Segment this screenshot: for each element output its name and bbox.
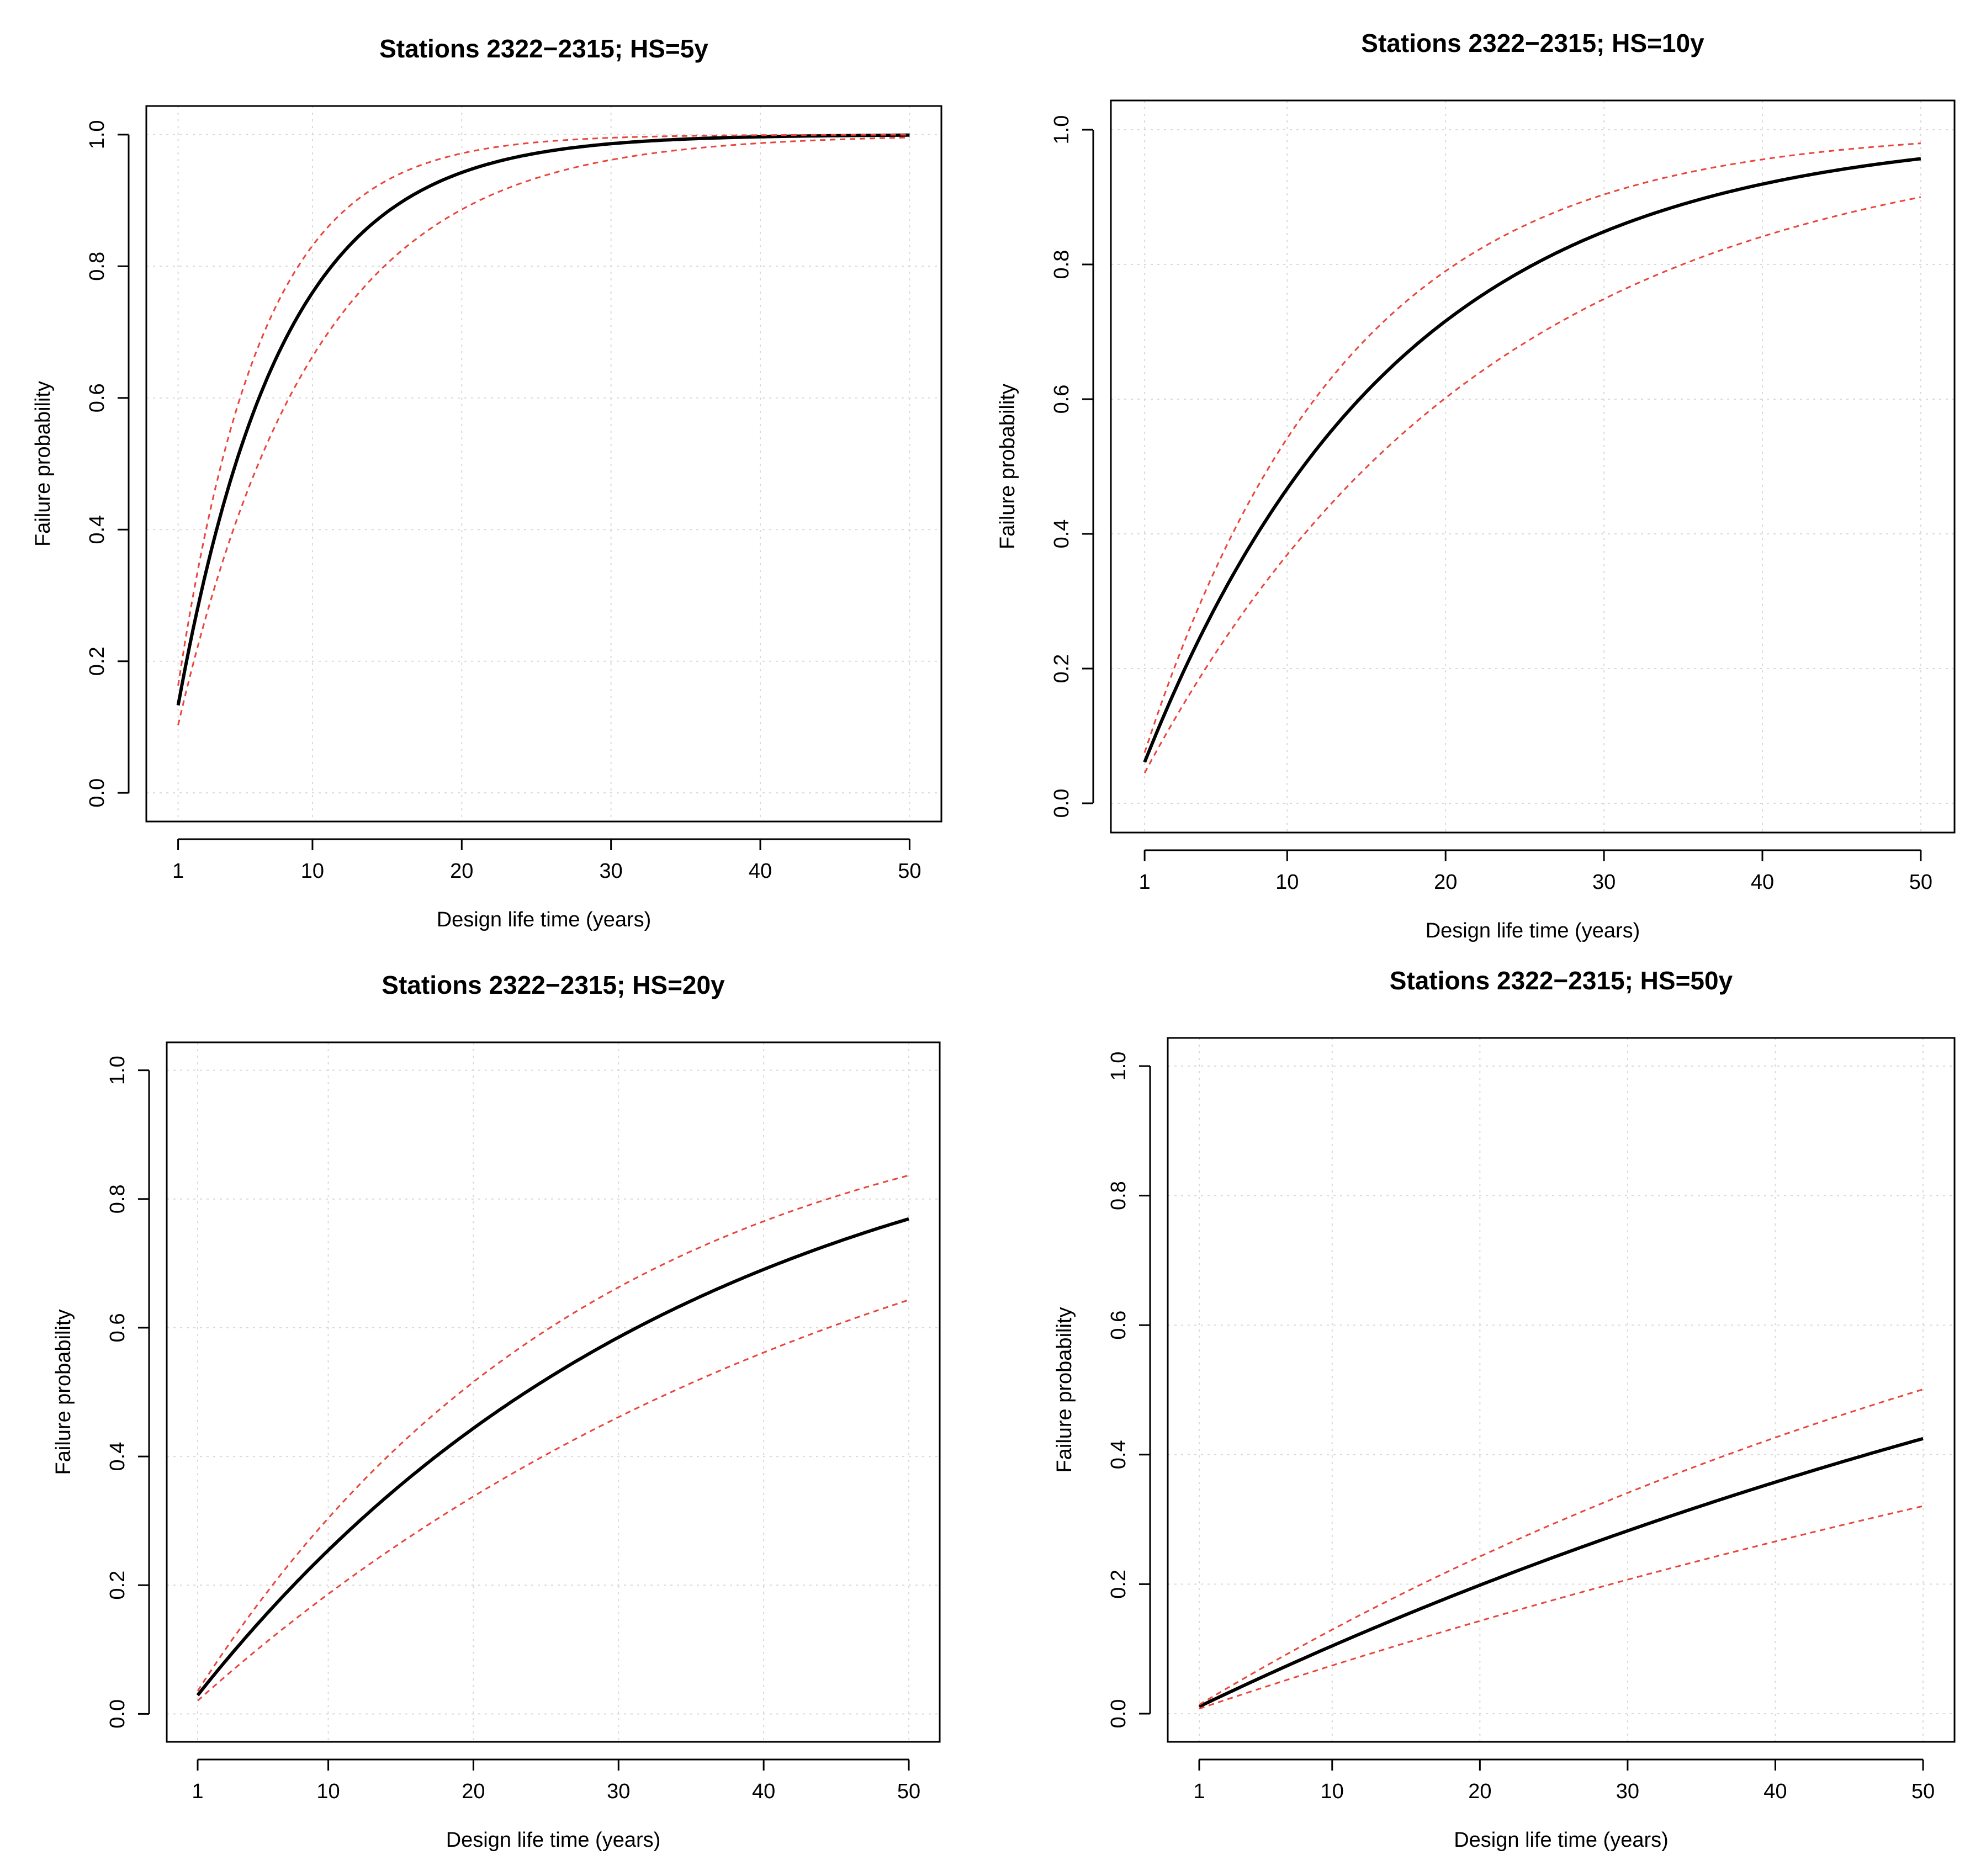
x-tick-label: 1 <box>172 860 184 883</box>
y-tick-label: 0.2 <box>1107 1570 1130 1599</box>
upper-bound-curve <box>1143 142 1921 753</box>
estimate-curve <box>1198 1437 1924 1708</box>
estimate-curve <box>176 133 910 706</box>
x-tick-label: 50 <box>1911 1780 1935 1803</box>
y-tick-label: 0.6 <box>106 1313 129 1343</box>
x-tick-label: 40 <box>749 860 772 883</box>
chart-title: Stations 2322−2315; HS=50y <box>1390 966 1733 995</box>
y-tick-label: 0.6 <box>1107 1311 1130 1340</box>
x-tick-label: 30 <box>1616 1780 1639 1803</box>
chart-panel-1: 1 10 20 30 40 50 0.0 0.2 0.4 0.6 0.8 1.0 Stations 23… <box>31 34 942 931</box>
x-tick-label: 10 <box>316 1780 340 1803</box>
y-tick-label: 1.0 <box>106 1056 129 1085</box>
y-tick-label: 0.4 <box>106 1442 129 1471</box>
y-tick-label: 0.2 <box>86 646 109 676</box>
x-tick-label: 1 <box>1139 871 1151 894</box>
y-tick-label: 0.8 <box>1050 250 1073 279</box>
x-tick-label: 50 <box>898 860 921 883</box>
y-tick-label: 0.0 <box>1107 1699 1130 1729</box>
x-tick-label: 1 <box>1193 1780 1205 1803</box>
y-tick-label: 0.0 <box>1050 789 1073 818</box>
x-tick-label: 10 <box>1275 871 1299 894</box>
plot-frame <box>1110 99 1956 834</box>
y-tick-label: 0.4 <box>1107 1440 1130 1469</box>
lower-bound-curve <box>197 1299 909 1702</box>
chart-title: Stations 2322−2315; HS=10y <box>1361 29 1704 57</box>
x-tick-label: 20 <box>1434 871 1457 894</box>
x-axis-label: Design life time (years) <box>1454 1829 1669 1852</box>
y-axis-label: Failure probability <box>996 384 1019 549</box>
x-axis-label: Design life time (years) <box>437 908 652 931</box>
y-tick-label: 0.4 <box>1050 520 1073 549</box>
y-axis-label: Failure probability <box>1053 1307 1076 1473</box>
y-axis-label: Failure probability <box>52 1310 75 1475</box>
y-tick-label: 0.8 <box>86 252 109 281</box>
x-tick-label: 20 <box>450 860 473 883</box>
lower-bound-curve <box>1199 1505 1924 1710</box>
chart-panel-3: 1 10 20 30 40 50 0.0 0.2 0.4 0.6 0.8 1.0 Stations 23… <box>52 971 941 1852</box>
y-tick-label: 0.0 <box>86 778 109 808</box>
y-tick-label: 0.2 <box>1050 654 1073 683</box>
y-axis-label: Failure probability <box>31 381 55 547</box>
y-tick-label: 0.0 <box>106 1699 129 1729</box>
estimate-curve <box>1143 157 1921 763</box>
y-tick-label: 0.2 <box>106 1571 129 1600</box>
chart-panel-2: 1 10 20 30 40 50 0.0 0.2 0.4 0.6 0.8 1.0 Stations 23… <box>996 29 1956 942</box>
y-tick-label: 0.6 <box>86 383 109 412</box>
plot-frame <box>166 1041 941 1743</box>
plot-frame <box>1167 1037 1956 1743</box>
x-axis-label: Design life time (years) <box>1426 919 1640 942</box>
lower-bound-curve <box>177 136 910 725</box>
plot-frame <box>145 105 942 823</box>
y-tick-label: 0.4 <box>86 515 109 544</box>
x-tick-label: 30 <box>607 1780 630 1803</box>
lower-bound-curve <box>1143 196 1921 773</box>
y-tick-label: 1.0 <box>86 120 109 149</box>
upper-bound-curve <box>197 1174 909 1692</box>
x-tick-label: 20 <box>1468 1780 1491 1803</box>
x-axis-label: Design life time (years) <box>446 1829 661 1852</box>
x-tick-label: 10 <box>1321 1780 1344 1803</box>
upper-bound-curve <box>177 134 910 686</box>
chart-panel-4: 1 10 20 30 40 50 0.0 0.2 0.4 0.6 0.8 1.0 Stations 23… <box>1053 966 1956 1852</box>
x-tick-label: 50 <box>1909 871 1932 894</box>
y-tick-label: 1.0 <box>1107 1052 1130 1081</box>
x-tick-label: 40 <box>752 1780 775 1803</box>
x-tick-label: 50 <box>897 1780 920 1803</box>
x-tick-label: 30 <box>1592 871 1616 894</box>
y-tick-label: 0.8 <box>106 1184 129 1213</box>
chart-title: Stations 2322−2315; HS=20y <box>382 971 725 999</box>
y-tick-label: 0.6 <box>1050 385 1073 414</box>
x-tick-label: 10 <box>301 860 324 883</box>
y-tick-label: 1.0 <box>1050 115 1073 145</box>
chart-title: Stations 2322−2315; HS=5y <box>379 34 708 63</box>
x-tick-label: 40 <box>1763 1780 1787 1803</box>
x-tick-label: 30 <box>600 860 623 883</box>
estimate-curve <box>196 1217 909 1697</box>
x-tick-label: 40 <box>1751 871 1774 894</box>
x-tick-label: 20 <box>462 1780 485 1803</box>
x-tick-label: 1 <box>192 1780 203 1803</box>
y-tick-label: 0.8 <box>1107 1181 1130 1210</box>
